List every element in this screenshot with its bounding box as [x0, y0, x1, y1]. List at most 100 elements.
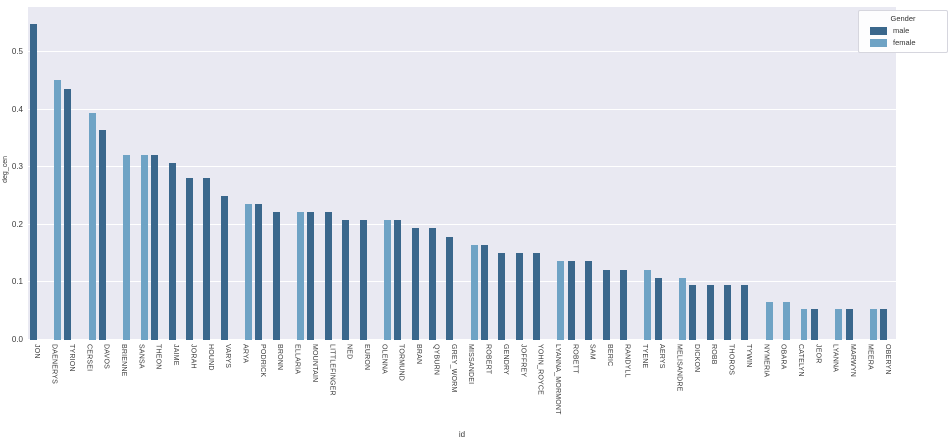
x-tick-label: BRONN — [276, 344, 284, 371]
y-tick-label: 0.1 — [11, 277, 23, 287]
x-tick-label: JAIME — [172, 344, 180, 366]
bar-littlefinger — [324, 211, 332, 340]
bar-melisandre — [679, 277, 686, 340]
bar-gendry — [498, 253, 506, 340]
bar-yohn_royce — [533, 253, 541, 340]
bar-brienne — [123, 154, 131, 340]
bar-theon — [151, 154, 159, 340]
x-tick-label: ROBB — [710, 344, 718, 365]
x-tick-label: PODRICK — [258, 344, 266, 378]
x-tick-label: LYANNA_MORMONT — [553, 344, 561, 415]
x-tick-label: JORAH — [189, 344, 197, 369]
plot-area — [28, 7, 896, 340]
bar-bronn — [272, 211, 280, 340]
x-tick-label: VARYS — [224, 344, 232, 369]
x-tick-label: BERIC — [606, 344, 614, 367]
x-tick-label: BRIENNE — [119, 344, 127, 377]
x-tick-label: JON — [33, 344, 41, 359]
x-tick-label: DAVOS — [102, 344, 110, 369]
bar-tormund — [394, 219, 402, 340]
bar-oberyn — [880, 309, 888, 340]
y-tick-label: 0.2 — [11, 219, 23, 229]
bar-sam — [585, 261, 593, 340]
x-tick-label: OBARA — [779, 344, 787, 370]
x-tick-label: BRAN — [415, 344, 423, 365]
bar-mountain — [307, 211, 315, 340]
x-tick-label: GREY_WORM — [449, 344, 457, 393]
x-tick-label: ELLARIA — [293, 344, 301, 375]
bar-tyene — [644, 269, 652, 340]
x-tick-label: RANDYLL — [623, 344, 631, 378]
bar-euron — [359, 219, 367, 340]
bar-lyanna_mormont — [557, 261, 565, 340]
bar-jeor — [810, 309, 818, 340]
x-tick-label: TYWIN — [744, 344, 752, 368]
bar-robert — [481, 244, 489, 340]
x-tick-label: HOUND — [206, 344, 214, 371]
bar-joffrey — [515, 253, 523, 340]
x-tick-label: THOROS — [727, 344, 735, 376]
legend-title: Gender — [890, 14, 916, 23]
bar-beric — [602, 269, 610, 340]
x-tick-label: TYRION — [67, 344, 75, 372]
x-tick-label: LITTLEFINGER — [328, 344, 336, 396]
x-tick-label: EURON — [363, 344, 371, 371]
bar-lyanna — [835, 309, 843, 340]
x-tick-label: GENDRY — [501, 344, 509, 376]
bar-catelyn — [800, 309, 808, 340]
gridline — [28, 166, 896, 168]
x-tick-label: SANSA — [137, 344, 145, 369]
y-tick-label: 0.3 — [11, 162, 23, 172]
legend-label: male — [893, 26, 910, 35]
bar-podrick — [255, 204, 263, 340]
male-swatch-icon — [870, 26, 887, 35]
gridline — [28, 108, 896, 110]
x-tick-label: THEON — [154, 344, 162, 370]
x-tick-label: OBERYN — [883, 344, 891, 375]
x-tick-label: MARWYN — [849, 344, 857, 377]
x-tick-label: CERSEI — [85, 344, 93, 372]
bar-jorah — [185, 178, 193, 340]
x-tick-label: MOUNTAIN — [310, 344, 318, 383]
bar-cersei — [88, 113, 96, 340]
legend-item-male: male — [864, 26, 942, 35]
bar-daenerys — [54, 80, 61, 340]
bar-missandei — [470, 244, 478, 340]
bar-hound — [203, 178, 211, 340]
x-tick-label: DAENERYS — [50, 344, 58, 384]
bar-dickon — [689, 285, 697, 340]
female-swatch-icon — [870, 38, 887, 47]
bar-qyburn — [429, 228, 436, 340]
x-tick-label: OLENNA — [380, 344, 388, 374]
bar-ellaria — [297, 211, 305, 340]
bar-bran — [411, 228, 419, 340]
x-tick-label: LYANNA — [831, 344, 839, 373]
bar-ned — [342, 219, 350, 340]
x-tick-label: ARYA — [241, 344, 249, 364]
bar-davos — [99, 129, 107, 340]
bar-thoros — [724, 285, 732, 340]
gridline — [28, 281, 896, 283]
x-tick-label: MISSANDEI — [467, 344, 475, 385]
bar-tyrion — [64, 89, 72, 340]
bar-obara — [783, 301, 791, 340]
x-tick-label: NYMERIA — [762, 344, 770, 378]
x-tick-label: ROBETT — [571, 344, 579, 374]
bar-marwyn — [845, 309, 853, 340]
gridline — [28, 50, 896, 52]
bar-olenna — [383, 219, 391, 340]
x-tick-label: QYBURN — [432, 344, 440, 376]
bar-robb — [706, 285, 714, 340]
bar-meera — [869, 309, 877, 340]
legend: Gender male female — [858, 10, 948, 53]
legend-item-female: female — [864, 38, 942, 47]
x-tick-label: NED — [345, 344, 353, 360]
x-tick-label: TYENE — [640, 344, 648, 369]
x-axis-label: id — [458, 430, 466, 439]
bar-aerys — [654, 277, 662, 340]
bar-robett — [567, 261, 575, 340]
x-tick-label: MELISANDRE — [675, 344, 683, 392]
x-tick-label: CATELYN — [797, 344, 805, 377]
bar-jon — [29, 23, 37, 340]
